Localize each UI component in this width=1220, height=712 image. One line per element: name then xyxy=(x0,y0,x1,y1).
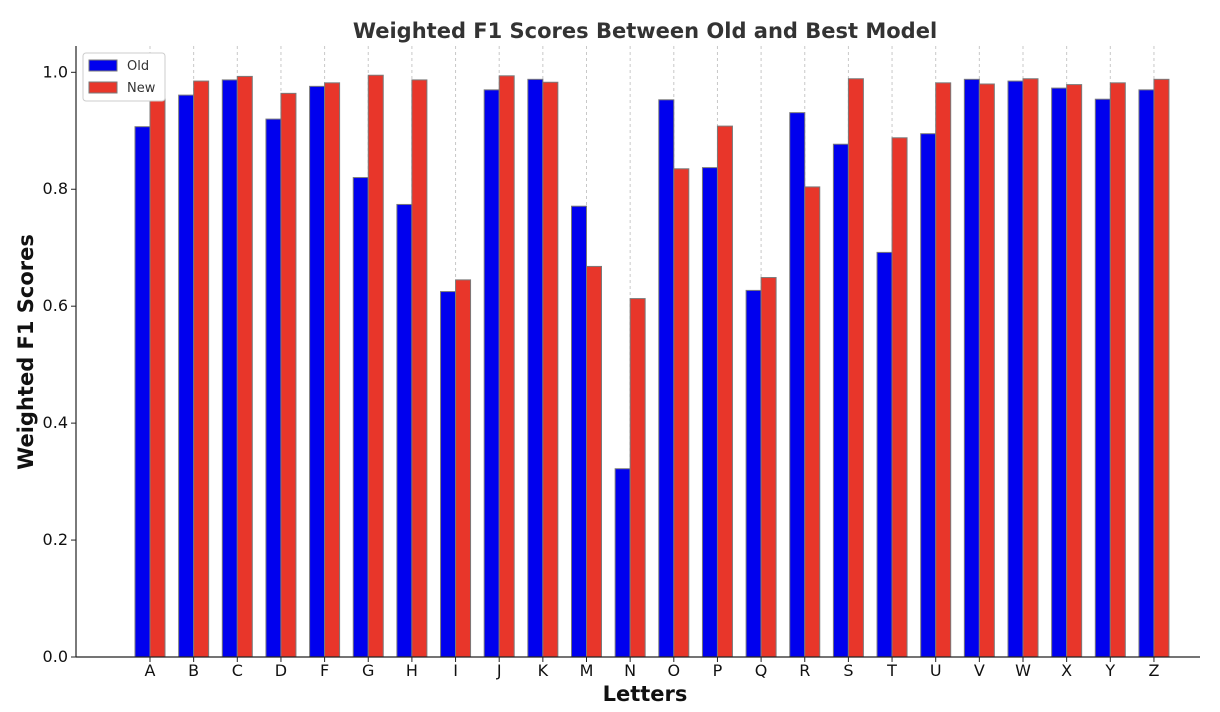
y-tick-label: 0.4 xyxy=(43,413,68,432)
x-tick-label-U: U xyxy=(930,661,942,680)
x-tick-label-Y: Y xyxy=(1104,661,1115,680)
bar-old-P xyxy=(701,167,718,658)
x-tick-label-T: T xyxy=(886,661,897,680)
legend-swatch-new xyxy=(88,81,118,94)
bar-new-F xyxy=(324,82,341,658)
bar-new-I xyxy=(455,279,472,658)
bar-new-K xyxy=(542,81,559,658)
legend-label-new: New xyxy=(127,81,156,96)
y-tick-label: 0.0 xyxy=(43,647,68,666)
bar-new-T xyxy=(891,137,908,658)
bar-old-T xyxy=(876,251,893,658)
x-tick-label-K: K xyxy=(538,661,549,680)
bar-new-X xyxy=(1066,84,1083,658)
legend-swatch-old xyxy=(88,59,118,72)
chart-title: Weighted F1 Scores Between Old and Best … xyxy=(353,19,937,43)
y-tick-label: 0.6 xyxy=(43,296,68,315)
bar-old-S xyxy=(832,143,849,658)
bar-old-O xyxy=(658,99,675,658)
bar-new-O xyxy=(673,168,690,658)
x-tick-label-V: V xyxy=(974,661,985,680)
bar-new-Z xyxy=(1153,78,1170,658)
bars xyxy=(134,74,1170,658)
bar-old-F xyxy=(309,85,326,658)
bar-old-N xyxy=(614,468,631,658)
bar-new-J xyxy=(498,75,515,658)
y-tick-label: 0.2 xyxy=(43,530,68,549)
bar-old-R xyxy=(789,112,806,658)
axes xyxy=(75,46,1200,658)
x-tick-label-O: O xyxy=(668,661,681,680)
bar-new-W xyxy=(1022,78,1039,658)
bar-new-P xyxy=(716,125,733,658)
bar-old-Y xyxy=(1094,98,1111,658)
x-tick-label-R: R xyxy=(799,661,810,680)
x-tick-label-C: C xyxy=(232,661,243,680)
bar-new-B xyxy=(193,80,210,658)
bar-old-H xyxy=(396,203,413,658)
gridlines xyxy=(149,46,1155,657)
x-tick-label-S: S xyxy=(843,661,853,680)
bar-old-M xyxy=(571,205,587,658)
x-tick-label-J: J xyxy=(496,661,502,680)
bar-new-Y xyxy=(1109,82,1126,658)
bar-new-S xyxy=(847,78,864,658)
ticks: 0.0 0.2 0.4 0.6 0.8 1.0 A B C D F G H I J K M N O P Q R S T U V W X… xyxy=(43,62,1160,680)
bar-old-Q xyxy=(745,289,762,658)
bar-old-W xyxy=(1007,80,1024,658)
bar-old-G xyxy=(352,177,369,658)
bar-new-Q xyxy=(760,277,777,658)
bar-old-A xyxy=(134,126,151,658)
x-tick-label-F: F xyxy=(320,661,329,680)
bar-new-A xyxy=(149,95,166,658)
bar-new-H xyxy=(411,79,428,658)
x-tick-label-Z: Z xyxy=(1148,661,1159,680)
x-tick-label-W: W xyxy=(1015,661,1031,680)
x-tick-label-X: X xyxy=(1061,661,1072,680)
x-tick-label-I: I xyxy=(453,661,458,680)
bar-old-D xyxy=(265,118,282,658)
y-tick-label: 0.8 xyxy=(43,179,68,198)
bar-new-N xyxy=(629,298,646,658)
y-axis-label: Weighted F1 Scores xyxy=(14,234,38,470)
x-tick-label-N: N xyxy=(624,661,636,680)
x-tick-label-H: H xyxy=(406,661,418,680)
x-axis-label: Letters xyxy=(603,682,688,706)
x-tick-label-B: B xyxy=(188,661,199,680)
bar-old-U xyxy=(920,133,937,658)
x-tick-label-A: A xyxy=(145,661,156,680)
bar-new-G xyxy=(367,74,384,658)
bar-old-I xyxy=(440,291,457,658)
bar-old-B xyxy=(178,94,195,658)
legend-label-old: Old xyxy=(127,59,149,74)
bar-old-J xyxy=(483,89,500,658)
bar-old-V xyxy=(963,78,980,658)
x-tick-label-P: P xyxy=(713,661,723,680)
bar-new-R xyxy=(804,186,821,658)
bar-new-U xyxy=(935,82,952,658)
x-tick-label-D: D xyxy=(275,661,287,680)
bar-new-D xyxy=(280,92,297,658)
bar-old-K xyxy=(527,78,544,658)
bar-old-X xyxy=(1051,87,1068,658)
bar-old-Z xyxy=(1138,89,1155,658)
y-tick-label: 1.0 xyxy=(43,62,68,81)
legend: Old New xyxy=(82,52,166,102)
x-tick-label-G: G xyxy=(362,661,374,680)
bar-old-C xyxy=(221,79,238,658)
bar-new-M xyxy=(586,265,602,658)
x-tick-label-M: M xyxy=(580,661,594,680)
bar-new-C xyxy=(236,75,253,658)
bar-new-V xyxy=(978,83,995,658)
x-tick-label-Q: Q xyxy=(755,661,768,680)
